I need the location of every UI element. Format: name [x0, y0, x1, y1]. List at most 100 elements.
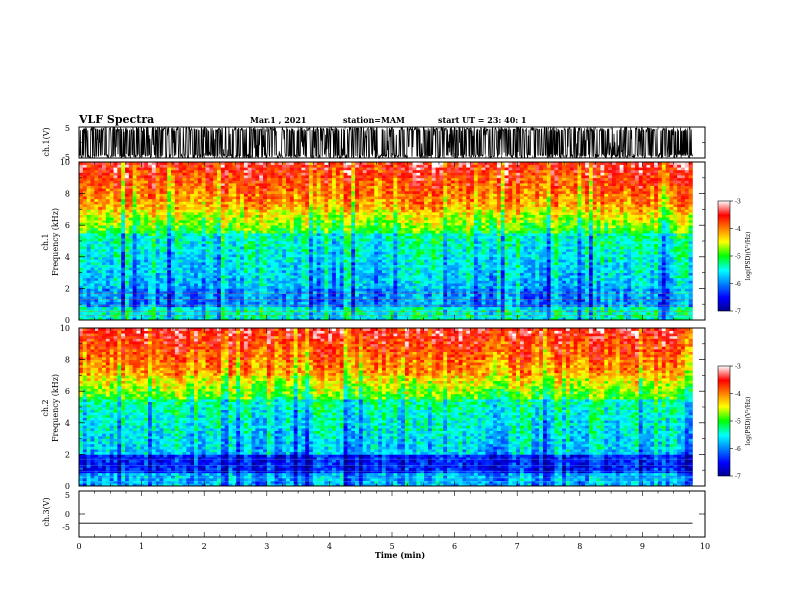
spectrogram-cell [347, 309, 352, 313]
spectrogram-cell [90, 296, 95, 300]
spectrogram-cell [608, 301, 613, 305]
spectrogram-cell [623, 259, 628, 263]
spectrogram-cell [224, 248, 229, 252]
spectrogram-cell [435, 285, 440, 289]
spectrogram-cell [615, 314, 620, 318]
spectrogram-cell [378, 246, 383, 250]
spectrogram-cell [247, 269, 252, 273]
spectrogram-cell [320, 269, 325, 273]
spectrogram-cell [174, 283, 179, 287]
spectrogram-cell [412, 259, 417, 263]
spectrogram-cell [650, 317, 655, 321]
spectrogram-cell [155, 272, 160, 276]
spectrogram-cell [558, 293, 563, 297]
spectrogram-cell [535, 256, 540, 260]
spectrogram-cell [389, 317, 394, 321]
spectrogram-cell [301, 312, 306, 316]
spectrogram-cell [389, 267, 394, 271]
spectrogram-cell [228, 285, 233, 289]
spectrogram-cell [194, 309, 199, 313]
spectrogram-cell [450, 251, 456, 255]
spectrogram-cell [634, 248, 640, 252]
spectrogram-cell [82, 293, 87, 297]
spectrogram-cell [588, 317, 594, 321]
spectrogram-cell [638, 283, 643, 287]
spectrogram-cell [466, 301, 471, 305]
spectrogram-cell [381, 259, 387, 263]
spectrogram-cell [569, 285, 574, 289]
spectrogram-cell [539, 312, 544, 316]
spectrogram-cell [450, 296, 456, 300]
spectrogram-cell [424, 246, 429, 250]
spectrogram-cell [385, 238, 390, 242]
spectrogram-cell [447, 291, 452, 294]
spectrogram-cell [424, 267, 429, 271]
spectrogram-cell [477, 296, 482, 300]
spectrogram-cell [255, 291, 260, 294]
spectrogram-cell [263, 259, 268, 263]
spectrogram-cell [531, 317, 536, 321]
spectrogram-cell [596, 256, 601, 260]
spectrogram-cell [324, 296, 329, 300]
spectrogram-cell [680, 275, 686, 279]
spectrogram-cell [684, 272, 689, 276]
spectrogram-cell [274, 285, 279, 289]
spectrogram-cell [102, 285, 107, 289]
spectrogram-cell [297, 298, 302, 302]
spectrogram-cell [247, 285, 252, 289]
spectrogram-cell [324, 309, 329, 313]
spectrogram-cell [458, 314, 463, 318]
spectrogram-cell [588, 301, 594, 305]
spectrogram-cell [431, 306, 436, 310]
spectrogram-cell [274, 259, 279, 263]
spectrogram-cell [604, 309, 609, 313]
spectrogram-cell [473, 241, 479, 244]
spectrogram-cell [531, 267, 536, 271]
spectrogram-cell [205, 298, 210, 302]
spectrogram-cell [240, 296, 245, 300]
spectrogram-cell [102, 296, 107, 300]
spectrogram-cell [531, 280, 536, 284]
spectrogram-cell [328, 283, 333, 287]
spectrogram-cell [151, 243, 156, 247]
spectrogram-cell [600, 275, 605, 279]
spectrogram-cell [339, 269, 344, 273]
spectrogram-cell [542, 296, 548, 300]
spectrogram-cell [228, 288, 233, 292]
spectrogram-cell [454, 306, 459, 310]
spectrogram-cell [531, 262, 536, 265]
spectrogram-cell [573, 298, 578, 302]
spectrogram-cell [167, 259, 172, 263]
spectrogram-cell [638, 306, 643, 310]
spectrogram-cell [320, 241, 325, 244]
spectrogram-cell [542, 317, 548, 321]
spectrogram-cell [646, 309, 651, 313]
spectrogram-cell [224, 254, 229, 258]
spectrogram-cell [588, 291, 594, 294]
spectrogram-cell [581, 301, 586, 305]
spectrogram-cell [554, 248, 559, 252]
spectrogram-cell [266, 264, 272, 268]
spectrogram-cell [416, 259, 421, 263]
spectrogram-cell [270, 280, 275, 284]
spectrogram-cell [278, 288, 283, 292]
spectrogram-cell [335, 306, 341, 310]
spectrogram-cell [209, 251, 214, 255]
spectrogram-cell [362, 243, 367, 247]
spectrogram-cell [190, 293, 195, 297]
spectrogram-cell [247, 296, 252, 300]
spectrogram-cell [535, 246, 540, 250]
spectrogram-cell [335, 293, 341, 297]
spectrogram-cell [684, 283, 689, 287]
spectrogram-cell [562, 277, 567, 281]
spectrogram-cell [535, 264, 540, 268]
spectrogram-cell [385, 306, 390, 310]
spectrogram-cell [585, 259, 590, 263]
spectrogram-cell [473, 269, 479, 273]
spectrogram-cell [362, 272, 367, 276]
spectrogram-cell [117, 269, 122, 273]
spectrogram-cell [236, 312, 241, 316]
spectrogram-cell [427, 238, 433, 242]
spectrogram-cell [86, 243, 91, 247]
spectrogram-cell [374, 301, 379, 305]
